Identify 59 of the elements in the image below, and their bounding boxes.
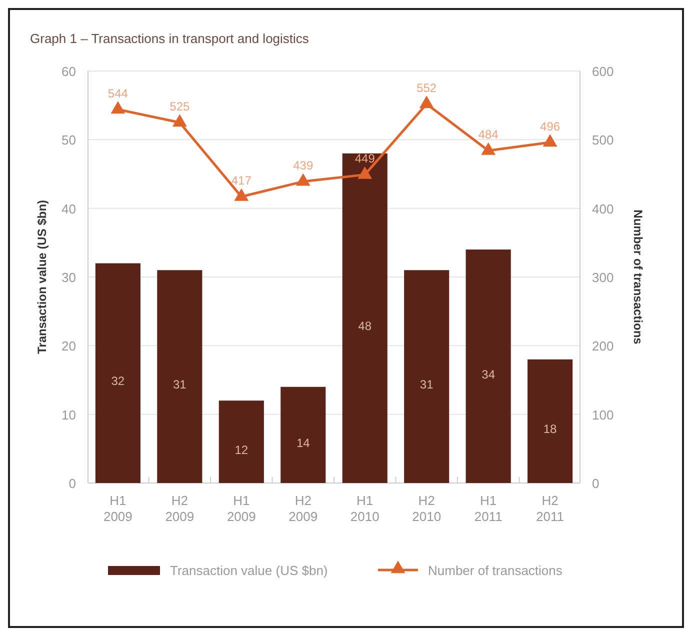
y-axis-title: Transaction value (US $bn) bbox=[35, 200, 49, 354]
data-label: 544 bbox=[108, 86, 128, 100]
y2-tick-label: 300 bbox=[592, 270, 614, 285]
bar bbox=[404, 270, 450, 483]
bar bbox=[528, 359, 573, 483]
x-tick-label: H2 2010 bbox=[412, 493, 442, 524]
y2-axis-title: Number of transactions bbox=[631, 210, 645, 345]
y2-tick-label: 500 bbox=[592, 132, 614, 148]
data-label: 12 bbox=[234, 442, 248, 457]
bar bbox=[157, 270, 202, 483]
y-tick-label: 20 bbox=[62, 338, 76, 354]
chart-title: Graph 1 – Transactions in transport and logistics bbox=[30, 31, 310, 46]
y2-tick-label: 0 bbox=[592, 476, 600, 491]
legend-label: Number of transactions bbox=[428, 563, 563, 578]
point bbox=[542, 134, 558, 147]
y-tick-label: 60 bbox=[62, 64, 76, 79]
bar bbox=[342, 153, 388, 483]
y-tick-label: 10 bbox=[62, 407, 76, 422]
x-tick-label: H2 2009 bbox=[165, 493, 194, 524]
x-tick-label: H1 2009 bbox=[103, 493, 132, 524]
data-label: 32 bbox=[111, 374, 125, 388]
data-label: 31 bbox=[420, 378, 434, 392]
data-label: 484 bbox=[478, 128, 499, 142]
data-label: 31 bbox=[172, 378, 187, 392]
point bbox=[110, 101, 126, 114]
bar bbox=[466, 250, 511, 483]
data-label: 417 bbox=[231, 174, 252, 188]
point bbox=[481, 142, 496, 155]
y2-tick-label: 400 bbox=[592, 201, 614, 216]
x-tick-label: H2 2009 bbox=[288, 493, 318, 524]
data-label: 18 bbox=[543, 422, 558, 436]
y2-tick-label: 600 bbox=[592, 64, 614, 79]
bar bbox=[280, 386, 326, 483]
point bbox=[296, 173, 310, 186]
y-tick-label: 50 bbox=[62, 132, 76, 148]
legend-label: Transaction value (US $bn) bbox=[170, 563, 328, 578]
data-label: 525 bbox=[170, 100, 190, 114]
bar bbox=[95, 263, 140, 483]
data-label: 14 bbox=[296, 436, 310, 450]
point bbox=[234, 188, 249, 201]
data-label: 48 bbox=[358, 319, 372, 334]
data-label: 449 bbox=[354, 152, 376, 166]
bar bbox=[218, 400, 264, 483]
y-tick-label: 0 bbox=[68, 476, 76, 491]
y2-tick-label: 100 bbox=[592, 407, 614, 422]
x-tick-label: H1 2011 bbox=[474, 493, 502, 524]
y-tick-label: 40 bbox=[62, 201, 76, 216]
y2-tick-label: 200 bbox=[592, 338, 614, 354]
x-tick-label: H2 2011 bbox=[536, 493, 564, 524]
x-tick-label: H1 2009 bbox=[226, 493, 256, 524]
data-label: 439 bbox=[293, 158, 314, 173]
point bbox=[419, 96, 434, 108]
point bbox=[172, 114, 187, 127]
x-tick-label: H1 2010 bbox=[350, 493, 380, 524]
data-label: 34 bbox=[482, 367, 496, 382]
y-tick-label: 30 bbox=[62, 270, 76, 285]
point bbox=[358, 166, 372, 179]
data-label: 496 bbox=[540, 119, 560, 134]
data-label: 552 bbox=[416, 80, 437, 95]
